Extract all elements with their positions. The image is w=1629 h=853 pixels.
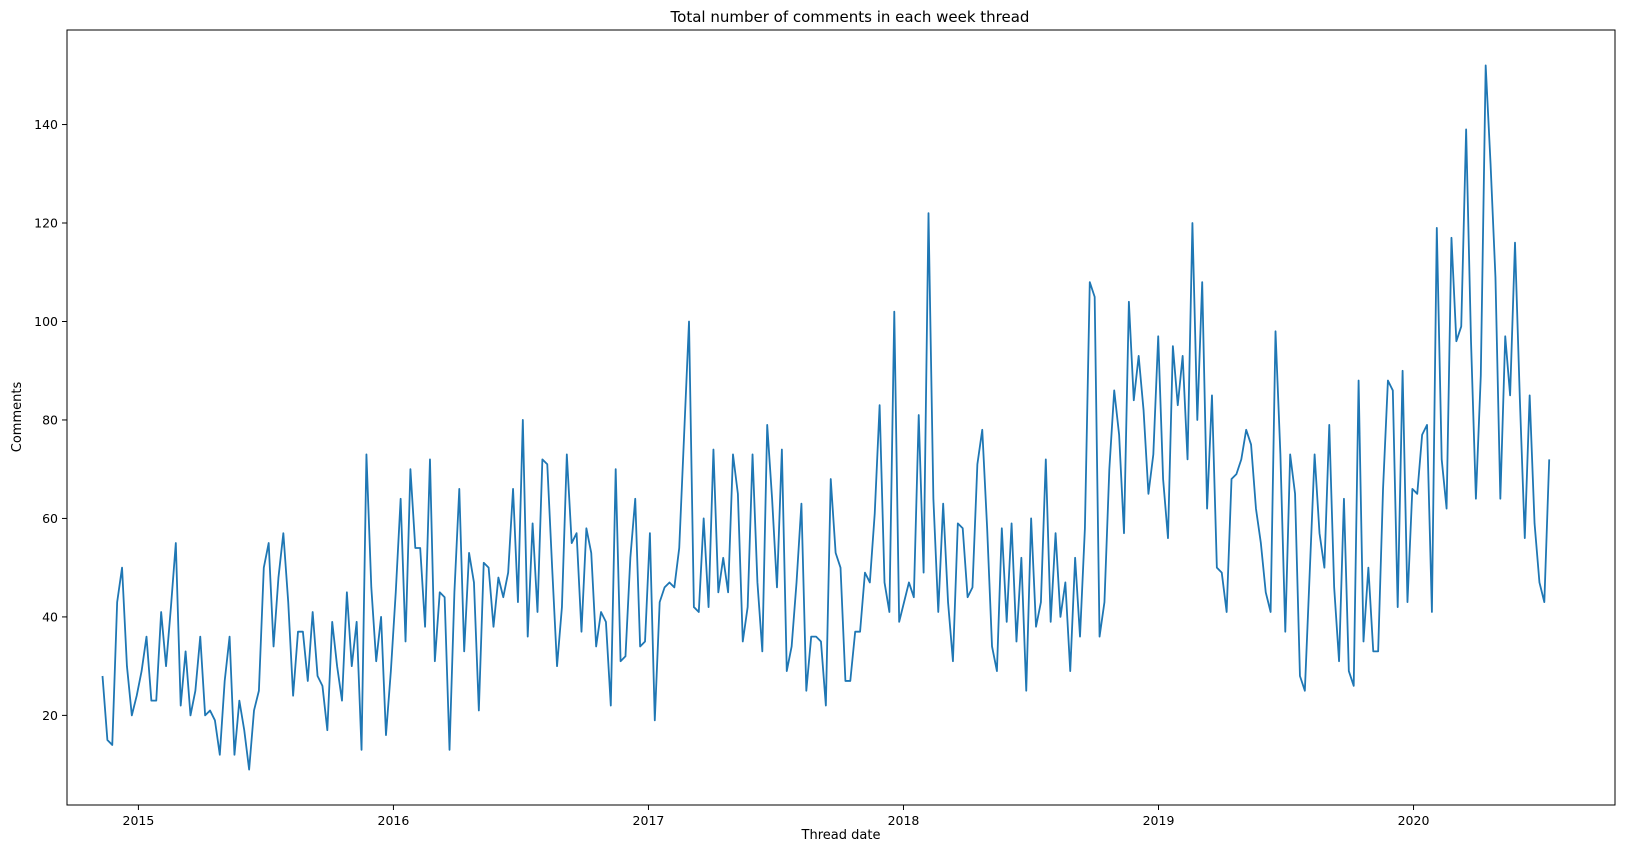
x-axis-ticks: 2015 2016 2017 2018 2019 2020 — [123, 805, 1430, 828]
y-tick-label: 140 — [34, 117, 58, 132]
x-tick-label: 2016 — [378, 813, 410, 828]
x-tick-label: 2019 — [1143, 813, 1175, 828]
y-tick-label: 40 — [42, 609, 58, 624]
plot-frame — [66, 29, 1616, 806]
y-axis-ticks: 20 40 60 80 100 120 140 — [34, 117, 67, 723]
x-tick-label: 2018 — [888, 813, 920, 828]
x-tick-label: 2015 — [123, 813, 155, 828]
y-tick-label: 20 — [42, 708, 58, 723]
y-tick-label: 80 — [42, 412, 58, 427]
comments-series-line — [101, 64, 1551, 771]
y-tick-label: 100 — [34, 314, 58, 329]
y-tick-label: 60 — [42, 511, 58, 526]
y-axis-label: Comments — [10, 382, 25, 453]
chart-title: Total number of comments in each week th… — [670, 8, 1030, 26]
x-tick-label: 2017 — [633, 813, 665, 828]
x-axis-label: Thread date — [801, 828, 881, 843]
y-tick-label: 120 — [34, 216, 58, 231]
x-tick-label: 2020 — [1398, 813, 1430, 828]
